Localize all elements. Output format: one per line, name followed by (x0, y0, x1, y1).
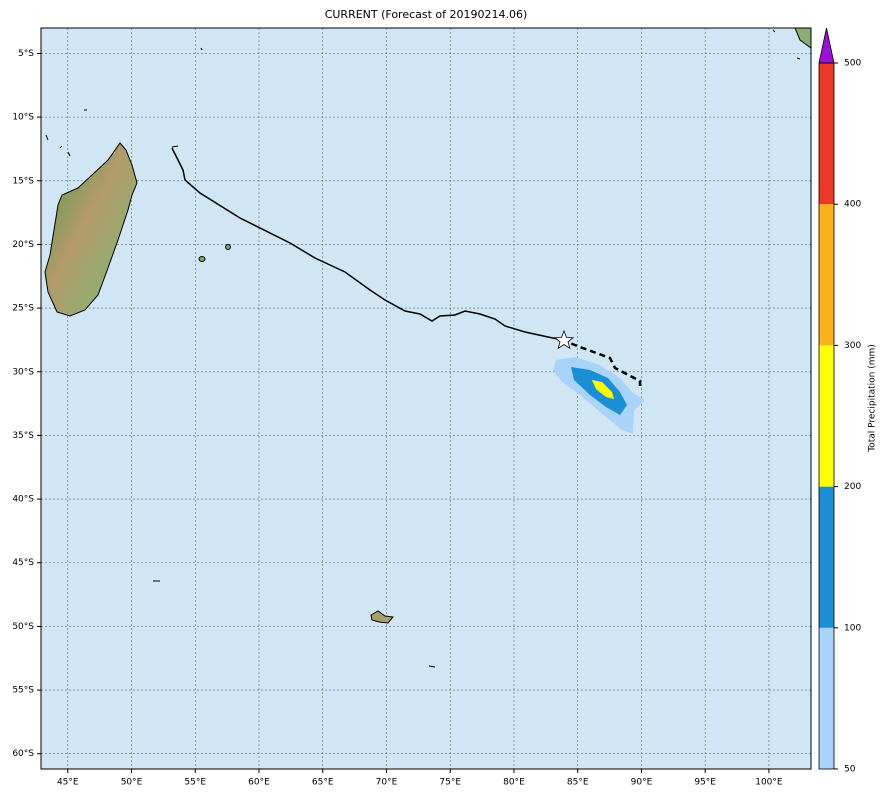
lat-tick-label: 15°S (12, 176, 34, 186)
lon-tick-label: 65°E (312, 778, 334, 788)
lat-tick-label: 30°S (12, 367, 34, 377)
lon-tick-label: 85°E (567, 778, 589, 788)
precip-area (592, 380, 614, 399)
lat-tick-label: 35°S (12, 431, 34, 441)
lon-tick-label: 45°E (57, 778, 79, 788)
lat-tick-label: 50°S (12, 622, 34, 632)
island (370, 610, 394, 624)
lon-tick-label: 60°E (248, 778, 270, 788)
forecast-track (561, 338, 642, 386)
lon-tick-label: 50°E (121, 778, 143, 788)
lon-tick-label: 75°E (439, 778, 461, 788)
colorbar-tick-label: 400 (844, 200, 861, 210)
colorbar-segment (819, 63, 834, 205)
precipitation (553, 357, 645, 434)
colorbar-segment (819, 204, 834, 346)
island (198, 256, 206, 262)
map-title: CURRENT (Forecast of 20190214.06) (325, 8, 528, 21)
colorbar-tick-label: 300 (844, 341, 861, 351)
lon-tick-label: 70°E (376, 778, 398, 788)
lat-tick-label: 55°S (12, 686, 34, 696)
lat-tick-label: 5°S (18, 49, 34, 59)
map-frame (40, 27, 812, 770)
storm-position (553, 329, 575, 350)
colorbar-tick-label: 100 (844, 623, 861, 633)
lon-tick-label: 95°E (694, 778, 716, 788)
lat-tick-label: 20°S (12, 240, 34, 250)
ocean (41, 28, 811, 769)
lat-tick-label: 45°S (12, 558, 34, 568)
lon-tick-label: 90°E (631, 778, 653, 788)
lat-tick-label: 40°S (12, 495, 34, 505)
island (225, 244, 231, 250)
storm-track (171, 147, 563, 341)
madagascar (44, 142, 138, 317)
colorbar-extend (818, 27, 835, 64)
colorbar-tick-label: 500 (844, 59, 861, 69)
colorbar-frame (818, 62, 835, 770)
lon-tick-label: 100°E (755, 778, 783, 788)
colorbar: 50 100 200 300 400 500 (818, 27, 861, 775)
small-islands (45, 29, 801, 668)
colorbar-segment (819, 345, 834, 487)
lon-tick-label: 80°E (503, 778, 525, 788)
lat-tick-label: 25°S (12, 304, 34, 314)
lat-tick-label: 10°S (12, 113, 34, 123)
colorbar-segment (819, 627, 834, 769)
colorbar-segment (819, 486, 834, 628)
lon-tick-label: 55°E (184, 778, 206, 788)
land (44, 27, 812, 668)
colorbar-label: Total Precipitation (mm) (868, 344, 878, 453)
graticule (41, 28, 811, 769)
colorbar-tick-label: 200 (844, 482, 861, 492)
colorbar-tick-label: 50 (844, 765, 856, 775)
lat-tick-label: 60°S (12, 749, 34, 759)
